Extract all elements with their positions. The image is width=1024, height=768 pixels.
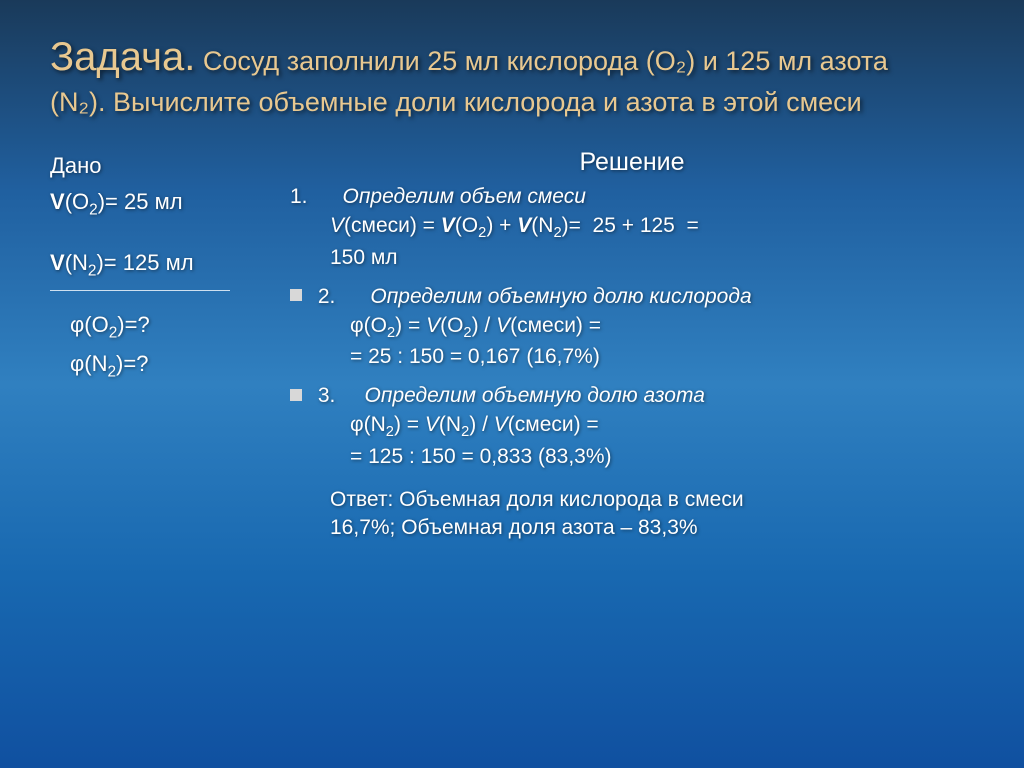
step-1: 1. Определим объем смеси V(смеси) = V(О2… bbox=[290, 183, 974, 272]
step-2: 2. Определим объемную долю кислорода φ(О… bbox=[290, 283, 974, 372]
step2-calc2: = 25 : 150 = 0,167 (16,7%) bbox=[290, 345, 600, 368]
given-l2: V(N2)= 125 мл bbox=[50, 245, 290, 284]
answer: Ответ: Объемная доля кислорода в смеси 1… bbox=[290, 486, 974, 543]
solution-head: Решение bbox=[290, 148, 974, 177]
slide-title: Задача. Сосуд заполнили 25 мл кислорода … bbox=[50, 30, 974, 120]
title-word: Задача. bbox=[50, 35, 195, 79]
step3-label: 3. bbox=[318, 384, 336, 407]
step1-label: 1. bbox=[290, 185, 308, 208]
given-block: Дано V(О2)= 25 мл V(N2)= 125 мл φ(О2)=? … bbox=[50, 148, 290, 542]
step-3: 3. Определим объемную долю азота φ(N2) =… bbox=[290, 382, 974, 471]
given-head: Дано bbox=[50, 148, 290, 183]
step3-calc2: = 125 : 150 = 0,833 (83,3%) bbox=[290, 445, 612, 468]
given-divider bbox=[50, 290, 230, 291]
slide: Задача. Сосуд заполнили 25 мл кислорода … bbox=[0, 0, 1024, 768]
title-rest-1: Сосуд заполнили 25 мл кислорода (О₂) и 1… bbox=[195, 46, 888, 76]
given-q1: φ(О2)=? bbox=[50, 307, 290, 346]
step2-calc1: φ(О2) = V(О2) / V(смеси) = bbox=[290, 314, 601, 337]
given-q2: φ(N2)=? bbox=[50, 346, 290, 385]
step3-calc1: φ(N2) = V(N2) / V(смеси) = bbox=[290, 413, 599, 436]
bullet-icon bbox=[290, 289, 302, 301]
answer-l1: Ответ: Объемная доля кислорода в смеси bbox=[330, 488, 744, 511]
solution-block: Решение 1. Определим объем смеси V(смеси… bbox=[290, 148, 974, 542]
given-l1: V(О2)= 25 мл bbox=[50, 184, 290, 223]
step1-text: Определим объем смеси bbox=[343, 185, 586, 208]
step3-text: Определим объемную долю азота bbox=[365, 384, 705, 407]
title-rest-2: (N₂). Вычислите объемные доли кислорода … bbox=[50, 87, 862, 117]
bullet-icon bbox=[290, 389, 302, 401]
step2-label: 2. bbox=[318, 285, 336, 308]
step2-text: Определим объемную долю кислорода bbox=[370, 285, 751, 308]
content-row: Дано V(О2)= 25 мл V(N2)= 125 мл φ(О2)=? … bbox=[50, 148, 974, 542]
step1-calc2: 150 мл bbox=[290, 246, 398, 269]
answer-l2: 16,7%; Объемная доля азота – 83,3% bbox=[330, 516, 698, 539]
step1-calc1: V(смеси) = V(О2) + V(N2)= 25 + 125 = bbox=[290, 214, 699, 237]
